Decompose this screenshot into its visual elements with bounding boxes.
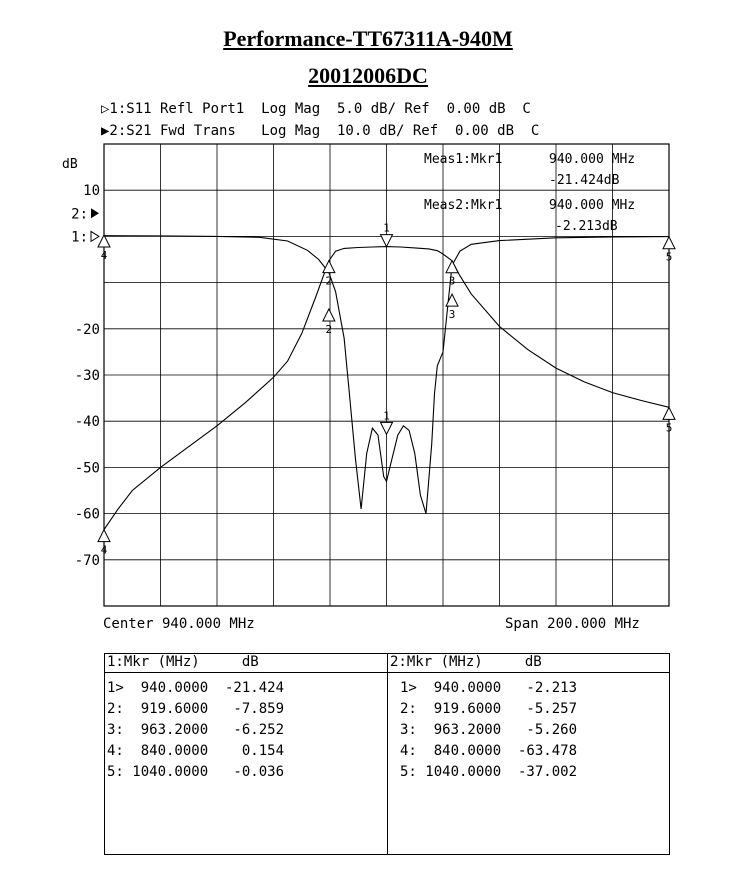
marker-triangle-icon — [379, 421, 394, 436]
meas1-freq: 940.000 MHz — [549, 152, 635, 167]
marker-row: 1> 940.0000 -2.213 — [400, 680, 578, 696]
trace1-header: ▷1:S11 Refl Port1 Log Mag 5.0 dB/ Ref 0.… — [101, 101, 531, 117]
y-tick-label: -70 — [75, 553, 100, 569]
ref-arrow-filled-icon — [91, 208, 99, 219]
marker-number: 5 — [666, 251, 673, 264]
reference-label: 2: — [71, 206, 88, 222]
grid — [103, 143, 670, 607]
meas2-freq: 940.000 MHz — [549, 198, 635, 213]
y-axis-label: dB — [62, 157, 78, 172]
marker-triangle-icon — [322, 259, 336, 274]
y-tick-label: 10 — [83, 183, 100, 199]
meas2-label: Meas2:Mkr1 — [424, 198, 502, 213]
marker-triangle-icon — [97, 528, 111, 543]
marker-table-right: 2:Mkr (MHz) dB 1> 940.0000 -2.213 2: 919… — [387, 654, 669, 854]
marker-triangle-icon — [445, 259, 459, 274]
marker-triangle-icon — [97, 233, 111, 248]
marker-table-left: 1:Mkr (MHz) dB 1> 940.0000 -21.424 2: 91… — [105, 654, 387, 854]
marker-triangle-icon — [322, 307, 336, 322]
chart-title: Performance-TT67311A-940M — [223, 26, 513, 51]
marker-row: 5: 1040.0000 -37.002 — [400, 764, 578, 780]
marker-number: 4 — [101, 544, 108, 557]
markers: 1 2 3 1 2 3 4 4 5 5 — [97, 222, 676, 557]
marker-row: 1> 940.0000 -21.424 — [107, 680, 285, 696]
ref-arrow-open-icon — [90, 230, 100, 243]
marker-row: 3: 963.2000 -5.260 — [400, 722, 578, 738]
marker-number: 4 — [101, 249, 108, 262]
y-tick-label: -60 — [75, 507, 100, 523]
marker-number: 1 — [383, 222, 390, 235]
series-line-s21 — [103, 246, 670, 531]
meas2-value: -2.213dB — [555, 219, 618, 234]
y-tick-label: -40 — [75, 414, 100, 430]
span-label: Span 200.000 MHz — [505, 616, 640, 632]
meas1-value: -21.424dB — [549, 173, 620, 188]
center-frequency-label: Center 940.000 MHz — [103, 616, 255, 632]
marker-number: 3 — [449, 275, 456, 288]
marker-table-right-header: 2:Mkr (MHz) dB — [388, 654, 669, 673]
marker-number: 2 — [326, 275, 333, 288]
meas1-label: Meas1:Mkr1 — [424, 152, 502, 167]
marker-triangle-icon — [379, 234, 394, 248]
marker-triangle-icon — [445, 293, 459, 307]
marker-number: 5 — [666, 421, 673, 434]
marker-row: 4: 840.0000 0.154 — [107, 743, 285, 759]
marker-triangle-icon — [662, 235, 676, 250]
y-tick-label: -30 — [75, 368, 100, 384]
marker-number: 2 — [326, 323, 333, 336]
marker-row: 4: 840.0000 -63.478 — [400, 743, 578, 759]
marker-number: 1 — [383, 409, 390, 422]
marker-table: 1:Mkr (MHz) dB 1> 940.0000 -21.424 2: 91… — [104, 653, 670, 855]
marker-table-left-header: 1:Mkr (MHz) dB — [105, 654, 387, 673]
marker-number: 3 — [449, 308, 456, 321]
marker-row: 5: 1040.0000 -0.036 — [107, 764, 285, 780]
marker-row: 2: 919.6000 -7.859 — [107, 701, 285, 717]
chart-subtitle: 20012006DC — [308, 63, 428, 88]
marker-row: 2: 919.6000 -5.257 — [400, 701, 578, 717]
marker-triangle-icon — [662, 406, 676, 420]
y-tick-label: -20 — [75, 322, 100, 338]
y-tick-labels: 10 -20 -30 -40 -50 -60 -70 2: 1: — [71, 183, 100, 569]
trace2-header: ▶2:S21 Fwd Trans Log Mag 10.0 dB/ Ref 0.… — [101, 123, 540, 139]
reference-label: 1: — [71, 229, 88, 245]
marker-row: 3: 963.2000 -6.252 — [107, 722, 285, 738]
y-tick-label: -50 — [75, 460, 100, 476]
